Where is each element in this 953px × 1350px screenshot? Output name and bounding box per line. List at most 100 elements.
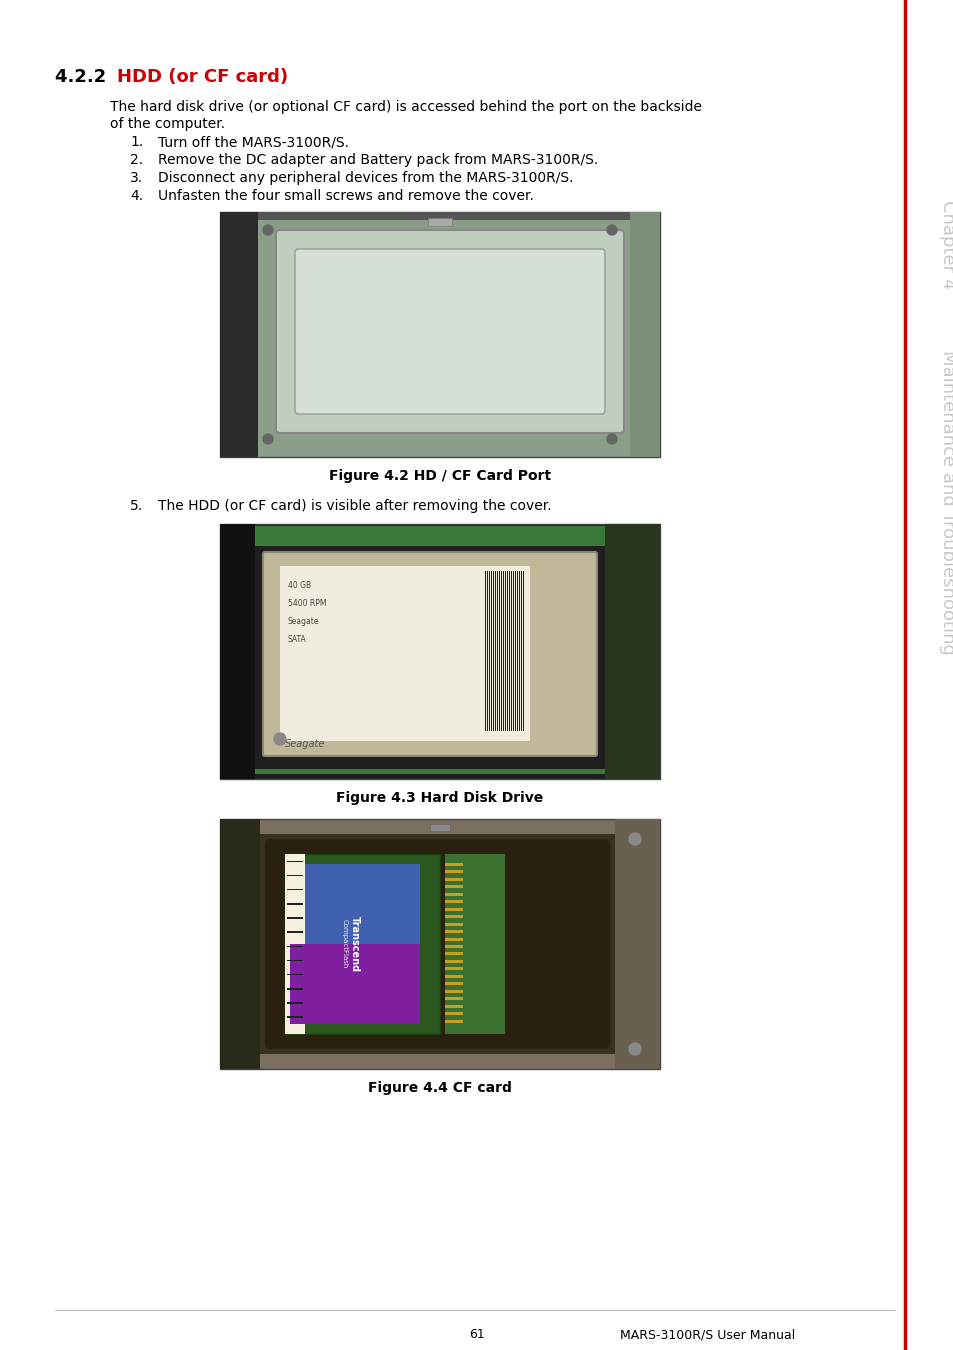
Bar [287,917,303,918]
Text: The HDD (or CF card) is visible after removing the cover.: The HDD (or CF card) is visible after re… [158,500,551,513]
Text: MARS-3100R/S User Manual: MARS-3100R/S User Manual [619,1328,795,1341]
Bar [220,819,659,1069]
Text: 4.: 4. [130,189,143,202]
Bar [444,945,462,948]
Bar [444,930,462,933]
Bar [604,524,659,779]
Bar [287,945,303,946]
Text: Transcend: Transcend [350,915,359,972]
Text: Seagate: Seagate [285,738,325,749]
Bar [520,571,521,730]
Text: Turn off the MARS-3100R/S.: Turn off the MARS-3100R/S. [158,135,349,148]
Bar [486,571,488,730]
Bar [287,1017,303,1018]
Bar [287,875,303,876]
Text: SATA: SATA [288,634,307,644]
Bar [444,937,462,941]
Text: Figure 4.4 CF card: Figure 4.4 CF card [368,1081,512,1095]
Text: Figure 4.3 Hard Disk Drive: Figure 4.3 Hard Disk Drive [336,791,543,805]
Bar [287,903,303,905]
Text: 5.: 5. [130,500,143,513]
Bar [290,944,419,1025]
Bar [444,915,462,918]
Bar [513,571,514,730]
Bar [287,931,303,933]
Bar [495,571,496,730]
Bar [254,769,604,774]
Text: Unfasten the four small screws and remove the cover.: Unfasten the four small screws and remov… [158,189,534,202]
Bar [444,1012,462,1015]
Text: The hard disk drive (or optional CF card) is accessed behind the port on the bac: The hard disk drive (or optional CF card… [110,100,701,113]
Bar [287,888,303,891]
Bar [498,571,499,730]
Bar [287,960,303,961]
Bar [509,571,510,730]
Bar [506,571,507,730]
Bar [257,212,629,220]
Text: 3.: 3. [130,171,143,185]
Bar [280,566,530,741]
Circle shape [274,733,286,745]
Bar [444,892,462,896]
Circle shape [628,1044,640,1054]
Bar [444,975,462,977]
Bar [444,886,462,888]
Bar [504,571,505,730]
Bar [484,571,485,730]
Bar [260,834,615,1054]
Bar [444,907,462,911]
Text: 1.: 1. [130,135,143,148]
Bar [444,960,462,963]
Bar [220,524,254,779]
Bar [287,860,303,863]
Bar [220,212,659,458]
Text: Figure 4.2 HD / CF Card Port: Figure 4.2 HD / CF Card Port [329,468,551,483]
Bar [287,973,303,975]
Bar [444,953,462,956]
Circle shape [628,833,640,845]
Bar [515,571,516,730]
Bar [290,864,419,1025]
Bar [500,571,501,730]
Bar [428,217,452,225]
Circle shape [263,225,273,235]
Bar [285,855,305,1034]
Bar [444,878,462,882]
Bar [444,983,462,986]
FancyBboxPatch shape [294,248,604,414]
Bar [287,988,303,990]
Bar [285,855,439,1034]
Bar [444,990,462,992]
Bar [444,1004,462,1007]
Circle shape [263,433,273,444]
Circle shape [606,225,617,235]
Text: of the computer.: of the computer. [110,117,225,131]
Text: HDD (or CF card): HDD (or CF card) [117,68,288,86]
Text: Disconnect any peripheral devices from the MARS-3100R/S.: Disconnect any peripheral devices from t… [158,171,573,185]
Bar [220,212,257,458]
Text: 5400 RPM: 5400 RPM [288,599,326,608]
Bar [430,824,450,832]
Text: 2.: 2. [130,153,143,167]
Text: CompactFlash: CompactFlash [341,919,348,969]
Bar [444,863,462,865]
Text: 4.2.2: 4.2.2 [55,68,118,86]
Bar [254,526,604,545]
Bar [518,571,519,730]
Circle shape [606,433,617,444]
Text: Chapter 4: Chapter 4 [938,200,953,289]
FancyBboxPatch shape [265,838,609,1049]
Bar [615,819,659,1069]
Bar [444,968,462,971]
Bar [511,571,512,730]
Bar [491,571,492,730]
Bar [489,571,490,730]
Bar [629,212,659,458]
FancyBboxPatch shape [263,552,597,756]
FancyBboxPatch shape [275,230,623,433]
Bar [220,524,659,779]
Bar [493,571,494,730]
Bar [444,922,462,926]
Bar [444,855,504,1034]
Bar [444,1019,462,1022]
